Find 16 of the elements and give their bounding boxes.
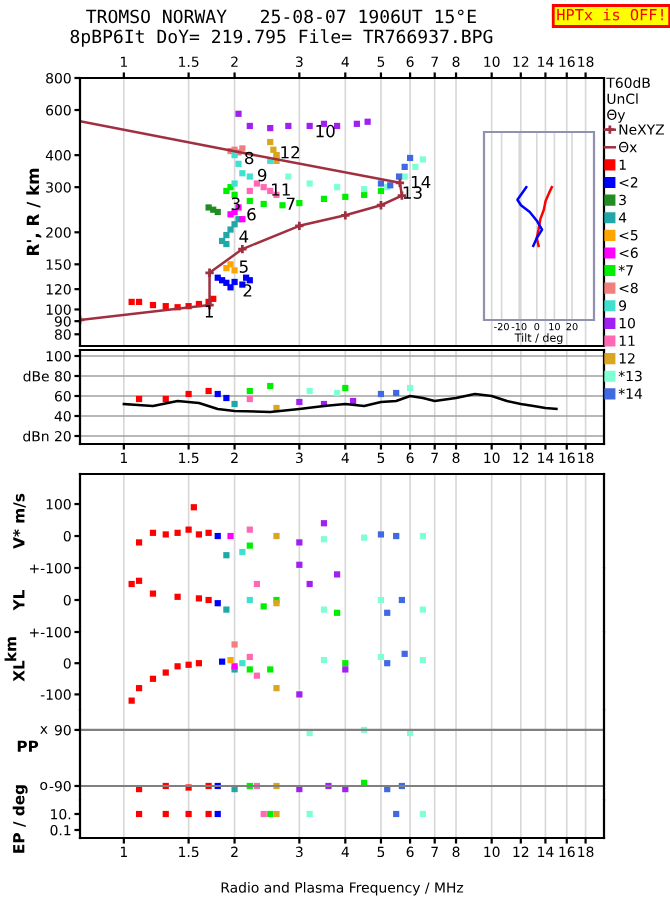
annotation: 1	[205, 305, 213, 318]
annotation: 3	[231, 197, 240, 211]
annotation: 2	[243, 284, 252, 297]
annotation: 10	[316, 124, 335, 138]
annotation: 12	[281, 145, 300, 159]
annotation: 14	[411, 175, 431, 189]
annotation: 11	[272, 183, 290, 196]
annotation: 5	[239, 260, 248, 273]
annotation: 8	[245, 151, 254, 165]
annotation: 6	[247, 208, 256, 221]
y-axis-title: R', R / km	[26, 168, 42, 255]
chart-title: TROMSO NORWAY 25-08-07 1906UT 15°E	[86, 9, 476, 24]
annotation: 9	[257, 168, 267, 182]
annotation: 4	[239, 230, 249, 243]
annotation: 7	[286, 197, 295, 210]
chart-subtitle: 8pBP6It DoY= 219.795 File= TR766937.BPG	[70, 29, 493, 47]
